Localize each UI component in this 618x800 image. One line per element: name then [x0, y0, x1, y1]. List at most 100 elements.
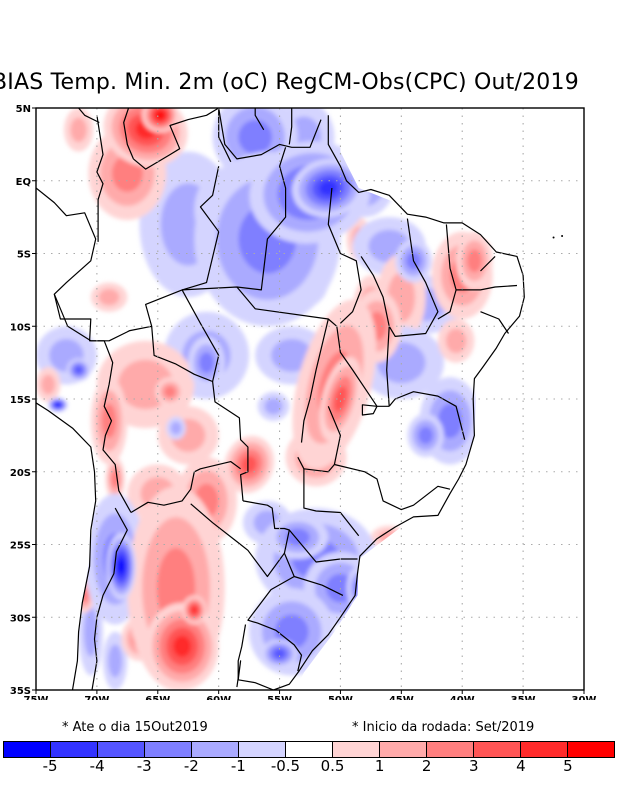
y-tick-label: 20S — [10, 468, 31, 479]
bias-contour — [101, 403, 117, 439]
x-tick-label: 40W — [450, 695, 475, 700]
colorbar-label: 2 — [421, 757, 432, 775]
bias-contour — [467, 249, 482, 273]
border-line — [218, 108, 232, 163]
colorbar-label: 0.5 — [320, 757, 345, 775]
border-line — [190, 503, 285, 578]
bias-contour — [70, 117, 87, 143]
x-tick-label: 60W — [206, 695, 231, 700]
border-line — [360, 256, 390, 407]
bias-map: 75W 70W 65W 60W 55W 50W 45W 40W 35W 30W 5N EQ 5S 10S… — [10, 104, 597, 700]
border-line — [91, 507, 128, 690]
end-date-note: * Ate o dia 15Out2019 — [62, 720, 208, 735]
border-line — [388, 391, 466, 440]
border-line — [388, 218, 439, 337]
latitude-axis: 5N EQ 5S 10S 15S 20S 25S 30S 35S — [10, 104, 36, 697]
island-dot — [561, 235, 564, 238]
border-line — [303, 468, 360, 537]
y-tick-label: 35S — [10, 686, 31, 697]
x-tick-label: 70W — [84, 695, 109, 700]
colorbar-label: 4 — [516, 757, 526, 775]
colorbar-swatch — [333, 742, 380, 757]
bias-contour — [98, 288, 120, 306]
colorbar-label: -0.5 — [270, 757, 301, 775]
bias-contour — [191, 606, 198, 614]
border-line — [327, 187, 362, 324]
bias-contour — [271, 338, 313, 372]
x-tick-label: 30W — [572, 695, 597, 700]
colorbar-label: -4 — [89, 757, 105, 775]
border-line — [334, 463, 451, 511]
bias-contour — [156, 111, 164, 119]
bias-contour — [418, 426, 433, 444]
bias-contour — [199, 352, 214, 373]
run-start-note: * Inicio da rodada: Set/2019 — [352, 720, 535, 735]
y-tick-label: 5S — [17, 250, 31, 261]
colorbar-swatch — [98, 742, 145, 757]
border-line — [480, 255, 496, 272]
gridlines — [36, 108, 584, 690]
border-line — [288, 529, 358, 563]
colorbar-swatch — [51, 742, 98, 757]
x-tick-label: 55W — [267, 695, 292, 700]
border-line — [133, 108, 322, 170]
pacific-ocean — [36, 405, 95, 690]
border-line — [36, 402, 97, 690]
bias-field — [36, 108, 584, 690]
border-line — [288, 108, 293, 145]
colorbar-swatch — [427, 742, 474, 757]
border-line — [77, 108, 100, 124]
border-line — [300, 318, 329, 443]
map-title: BIAS Temp. Min. 2m (oC) RegCM-Obs(CPC) O… — [0, 70, 579, 95]
atlantic-ocean — [295, 108, 584, 690]
y-tick-label: EQ — [16, 177, 31, 188]
bias-contour — [264, 398, 283, 415]
x-tick-label: 35W — [511, 695, 536, 700]
border-line — [456, 284, 518, 291]
border-line — [236, 147, 287, 291]
bias-contour — [274, 649, 286, 659]
colorbar-label: -5 — [42, 757, 58, 775]
border-line — [181, 289, 220, 382]
border-line — [130, 461, 241, 514]
country-borders — [36, 108, 564, 690]
colorbar-label: -1 — [230, 757, 246, 775]
colorbar-swatch — [380, 742, 427, 757]
bias-contour — [83, 607, 98, 657]
colorbar-labels: -5 -4 -3 -2 -1 -0.5 0.5 1 2 3 4 5 — [3, 757, 615, 777]
y-tick-label: 15S — [10, 395, 31, 406]
bias-contour — [170, 421, 182, 435]
colorbar-swatch — [145, 742, 192, 757]
bias-contour — [238, 119, 272, 155]
border-line — [36, 187, 132, 513]
border-line — [236, 115, 525, 690]
colorbar-label: 3 — [468, 757, 479, 775]
colorbar-swatch — [192, 742, 239, 757]
bias-contour — [241, 455, 257, 474]
bias-contour — [164, 385, 176, 398]
x-tick-label: 65W — [145, 695, 170, 700]
bias-contour — [445, 328, 467, 354]
longitude-axis: 75W 70W 65W 60W 55W 50W 45W 40W 35W 30W — [24, 690, 597, 700]
bias-contour — [319, 180, 338, 196]
colorbar-swatch — [286, 742, 333, 757]
x-tick-label: 75W — [24, 695, 49, 700]
y-tick-label: 30S — [10, 613, 31, 624]
border-line — [96, 115, 104, 242]
bias-contour — [74, 366, 83, 374]
bias-contour — [173, 635, 192, 658]
y-tick-label: 25S — [10, 541, 31, 552]
colorbar-swatch — [474, 742, 521, 757]
colorbar-label: 5 — [563, 757, 573, 775]
border-line — [297, 406, 341, 473]
border-line — [123, 108, 134, 160]
bias-contour — [55, 403, 60, 407]
border-line — [361, 404, 378, 416]
border-line — [181, 231, 220, 291]
border-line — [199, 166, 220, 233]
bias-contour — [108, 644, 123, 678]
colorbar — [3, 741, 615, 758]
border-line — [294, 575, 344, 596]
y-tick-label: 5N — [16, 104, 31, 115]
colorbar-swatch — [521, 742, 568, 757]
